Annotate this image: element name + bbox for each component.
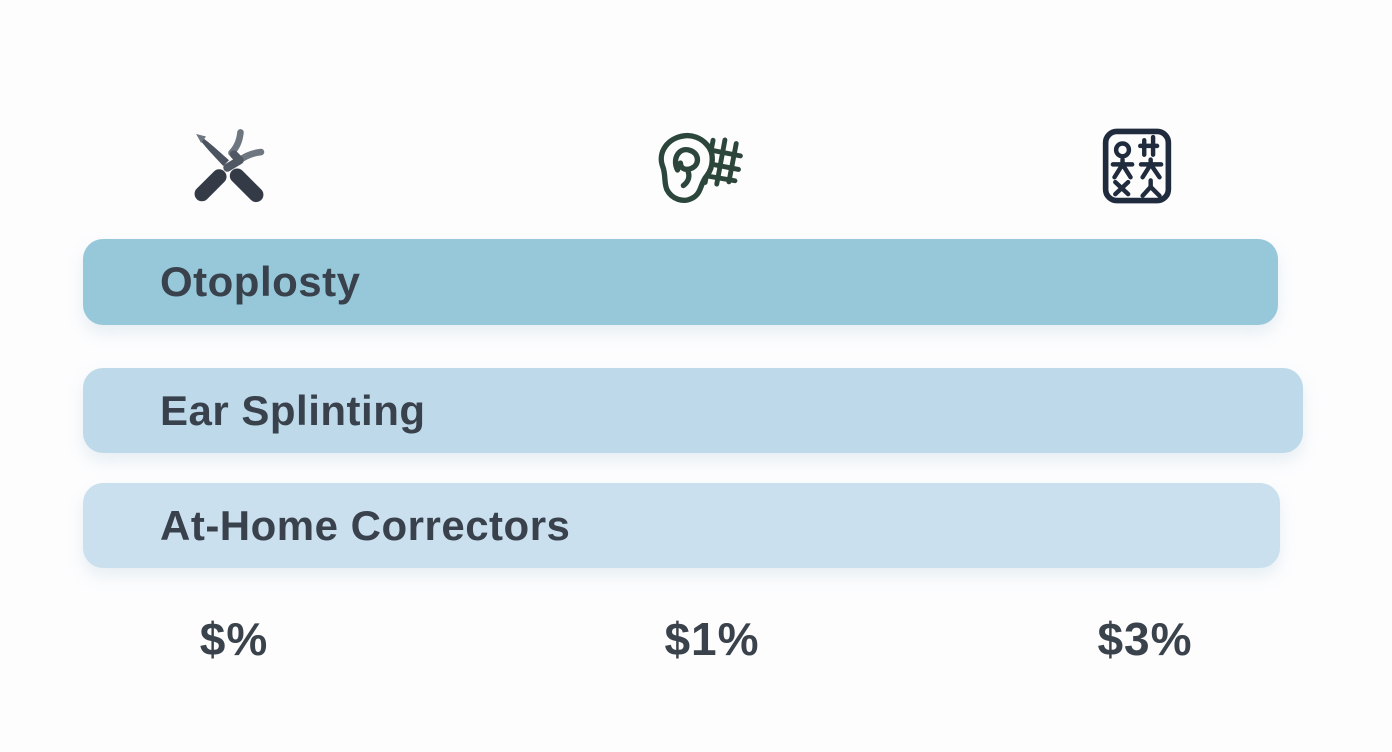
bar-ear-splinting: Ear Splinting	[83, 368, 1303, 453]
crossed-surgical-tools-icon	[188, 121, 270, 211]
bar-label: At-Home Correctors	[160, 501, 571, 549]
bar-otoplosty: Otoplosty	[83, 239, 1278, 325]
price-label-at-home-correctors: $3%	[1097, 613, 1193, 665]
bar-at-home-correctors: At-Home Correctors	[83, 483, 1280, 568]
ear-splint-icon	[650, 128, 746, 206]
stamp-glyphs-icon	[1100, 122, 1174, 210]
bar-label: Ear Splinting	[160, 386, 426, 434]
price-label-ear-splinting: $1%	[664, 613, 760, 665]
bar-label: Otoplosty	[160, 258, 361, 305]
price-label-otoplosty: $%	[199, 613, 269, 665]
